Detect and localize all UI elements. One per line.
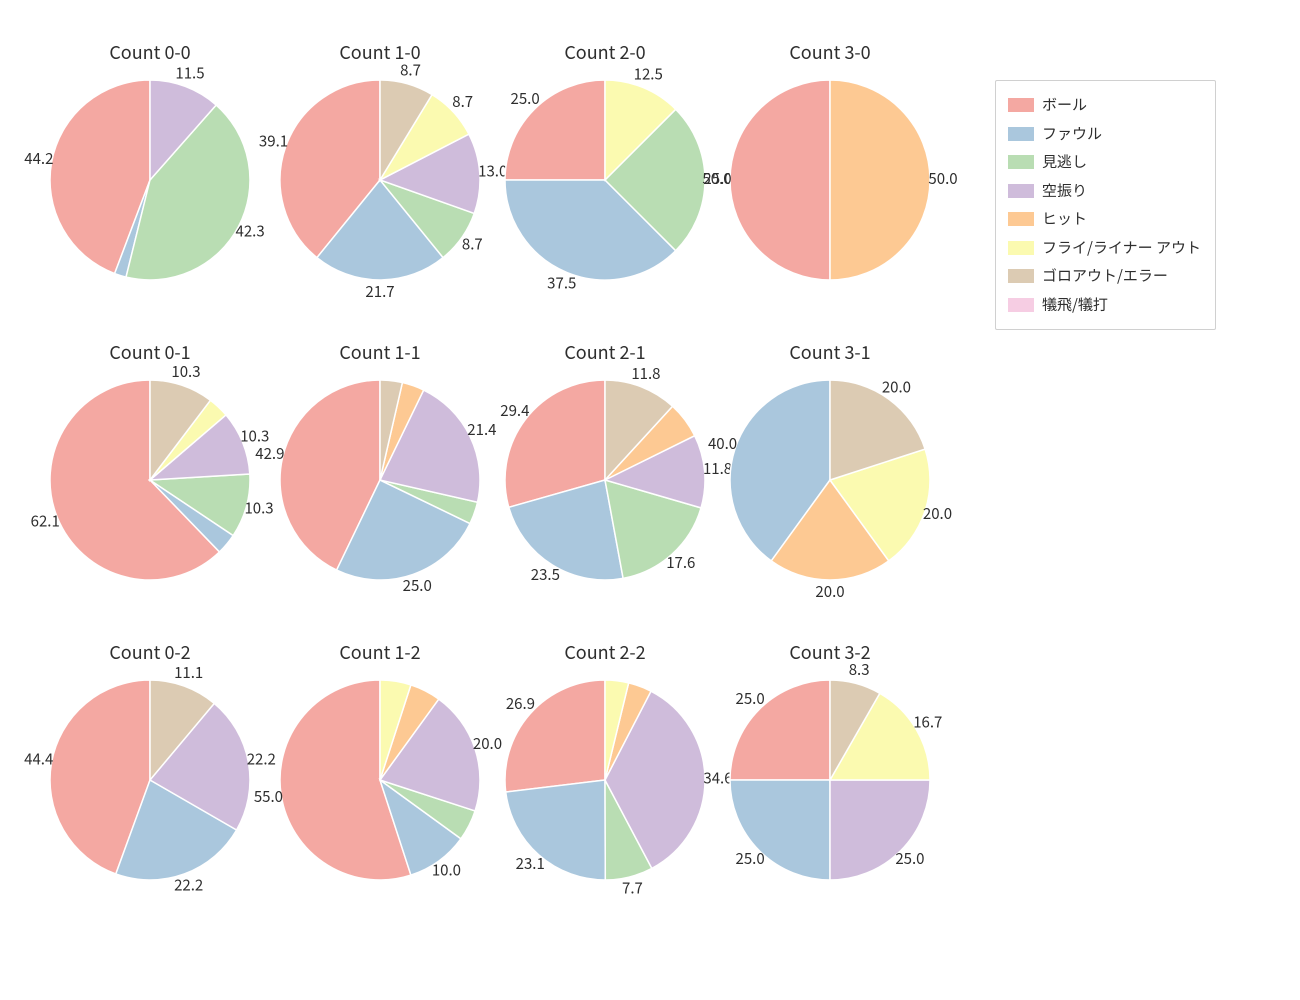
- slice-label: 44.2: [24, 148, 53, 169]
- legend-item: ボール: [1008, 91, 1201, 120]
- pie-chart: 40.0 20.0 20.0 20.0: [670, 320, 990, 640]
- slice-label: 11.5: [175, 62, 204, 83]
- slice-label: 11.8: [631, 363, 660, 384]
- slice-label: 42.9: [255, 443, 284, 464]
- slice-label: 7.7: [622, 878, 643, 899]
- legend-item: 見逃し: [1008, 148, 1201, 177]
- legend-swatch: [1008, 98, 1034, 112]
- legend: ボールファウル見逃し空振りヒットフライ/ライナー アウトゴロアウト/エラー犠飛/…: [995, 80, 1216, 330]
- slice-label: 23.1: [516, 853, 545, 874]
- pie-slice: [730, 80, 830, 280]
- slice-label: 44.4: [24, 748, 53, 769]
- pie-slice: [830, 80, 930, 280]
- slice-label: 23.5: [531, 564, 560, 585]
- legend-label: 犠飛/犠打: [1042, 291, 1108, 320]
- legend-label: フライ/ライナー アウト: [1042, 234, 1201, 263]
- slice-label: 50.0: [928, 168, 957, 189]
- legend-item: フライ/ライナー アウト: [1008, 234, 1201, 263]
- slice-label: 20.0: [923, 503, 952, 524]
- slice-label: 20.0: [882, 377, 911, 398]
- legend-swatch: [1008, 241, 1034, 255]
- slice-label: 29.4: [500, 400, 529, 421]
- legend-item: ゴロアウト/エラー: [1008, 262, 1201, 291]
- slice-label: 8.7: [400, 59, 421, 80]
- slice-label: 37.5: [547, 272, 576, 293]
- slice-label: 25.0: [736, 848, 765, 869]
- slice-label: 21.7: [365, 281, 394, 302]
- legend-label: ヒット: [1042, 205, 1087, 234]
- slice-label: 25.0: [511, 88, 540, 109]
- slice-label: 50.0: [702, 168, 731, 189]
- pie-chart: 50.0 50.0: [670, 20, 990, 340]
- legend-swatch: [1008, 184, 1034, 198]
- legend-label: 見逃し: [1042, 148, 1087, 177]
- legend-swatch: [1008, 298, 1034, 312]
- pie-grid: Count 0-044.242.311.5Count 1-039.121.78.…: [0, 0, 1300, 1000]
- slice-label: 26.9: [506, 693, 535, 714]
- slice-label: 40.0: [708, 433, 737, 454]
- slice-label: 20.0: [815, 581, 844, 602]
- slice-label: 55.0: [254, 786, 283, 807]
- legend-swatch: [1008, 155, 1034, 169]
- slice-label: 16.7: [913, 711, 942, 732]
- legend-item: 空振り: [1008, 177, 1201, 206]
- pie-chart: 25.0 25.0 25.0 16.7 8.3: [670, 620, 990, 940]
- legend-item: 犠飛/犠打: [1008, 291, 1201, 320]
- slice-label: 11.1: [174, 662, 203, 683]
- legend-swatch: [1008, 212, 1034, 226]
- legend-label: ゴロアウト/エラー: [1042, 262, 1168, 291]
- slice-label: 8.3: [849, 659, 870, 680]
- slice-label: 22.2: [174, 874, 203, 895]
- slice-label: 62.1: [31, 510, 60, 531]
- legend-swatch: [1008, 269, 1034, 283]
- slice-label: 39.1: [259, 130, 288, 151]
- legend-label: 空振り: [1042, 177, 1087, 206]
- slice-label: 10.3: [171, 361, 200, 382]
- slice-label: 25.0: [736, 688, 765, 709]
- legend-item: ヒット: [1008, 205, 1201, 234]
- slice-label: 25.0: [403, 575, 432, 596]
- legend-label: ボール: [1042, 91, 1087, 120]
- slice-label: 12.5: [634, 64, 663, 85]
- slice-label: 25.0: [895, 848, 924, 869]
- legend-label: ファウル: [1042, 120, 1102, 149]
- legend-swatch: [1008, 127, 1034, 141]
- legend-item: ファウル: [1008, 120, 1201, 149]
